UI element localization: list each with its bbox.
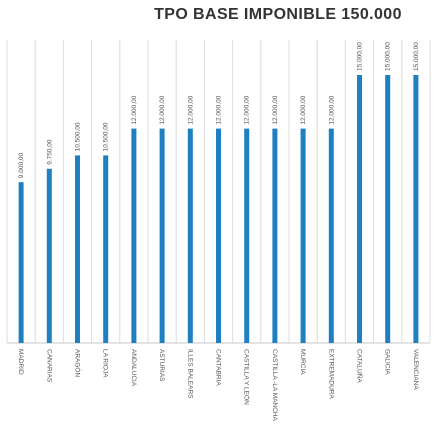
data-label: 15.000,00 [385,42,392,71]
x-tick-label: CATALUÑA [356,349,365,383]
bar [244,128,250,343]
data-label: 15.000,00 [357,42,364,71]
x-tick-label: ARAGÓN [74,349,83,377]
x-tick-label: CASTILLA Y LEÓN [243,349,252,405]
bar [357,75,362,343]
data-label: 12.000,00 [159,95,166,124]
bar [18,182,24,343]
data-label: 15.000,00 [413,42,420,71]
data-label: 12.000,00 [244,95,251,124]
x-tick-label: LA RIOJA [102,349,109,378]
bar [300,128,306,343]
data-label: 12.000,00 [131,95,138,124]
data-label: 12.000,00 [187,95,194,124]
x-tick-label: CASTILLA -LA MANCHA [271,349,278,422]
bar [328,128,334,343]
bar [272,128,278,343]
bar [216,128,221,343]
bar [187,128,193,343]
x-tick-label: EXTREMADURA [327,349,334,400]
data-label: 9.000,00 [18,153,25,179]
data-label: 10.500,00 [103,122,110,151]
x-tick-label: CANARIAS [45,349,52,383]
x-tick-label: ILLES BALEARS [186,349,193,399]
bar [46,168,52,343]
data-label: 10.500,00 [75,122,82,151]
x-tick-label: CANTABRIA [215,349,222,386]
data-label: 12.000,00 [328,95,335,124]
bar [75,155,80,343]
bar [103,155,109,343]
data-label: 12.000,00 [300,95,307,124]
x-tick-label: ANDALUCIA [130,349,137,387]
chart-title: TPO BASE IMPONIBLE 150.000 [154,6,402,23]
data-label: 9.750,00 [46,139,53,165]
data-label: 12.000,00 [272,95,279,124]
bar [131,128,137,343]
bar [385,75,391,343]
data-label: 12.000,00 [216,95,223,124]
x-tick-label: GALICIA [384,349,391,375]
x-tick-label: ASTURIAS [158,349,165,382]
x-tick-label: MADRID [17,349,24,375]
bar [159,128,165,343]
bar [413,75,419,343]
x-tick-label: MURCIA [299,349,306,375]
x-tick-label: VALENCIANA [412,349,419,390]
